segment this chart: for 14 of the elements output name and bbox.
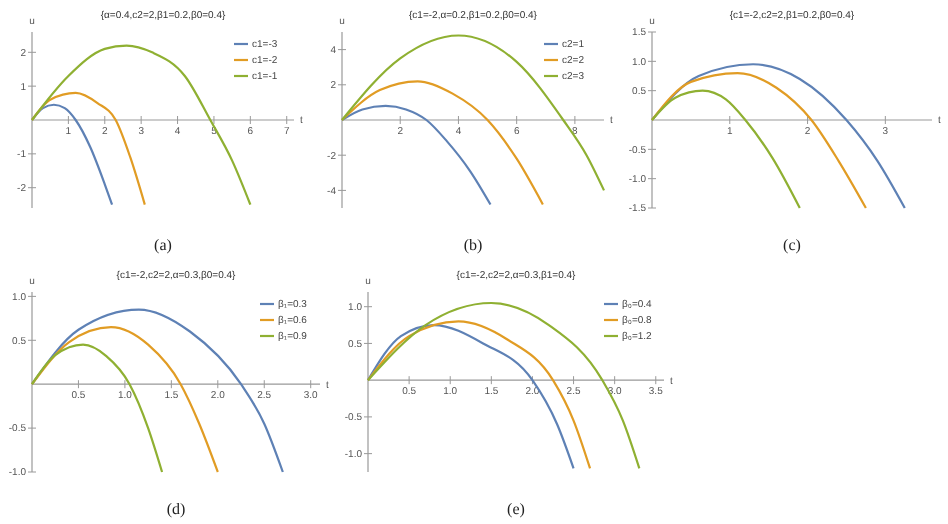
line-series [340, 104, 492, 206]
text: (e) [507, 500, 526, 518]
line-series [340, 34, 606, 192]
text: (b) [463, 236, 483, 254]
line-series [30, 103, 114, 206]
line-series [30, 91, 146, 206]
line-series [650, 89, 801, 210]
line-series [650, 71, 867, 210]
text: (a) [154, 236, 173, 254]
line-series [340, 80, 544, 206]
text: (c) [783, 236, 802, 254]
text: (d) [166, 500, 186, 518]
line-series [30, 44, 252, 206]
line-series [30, 343, 164, 474]
